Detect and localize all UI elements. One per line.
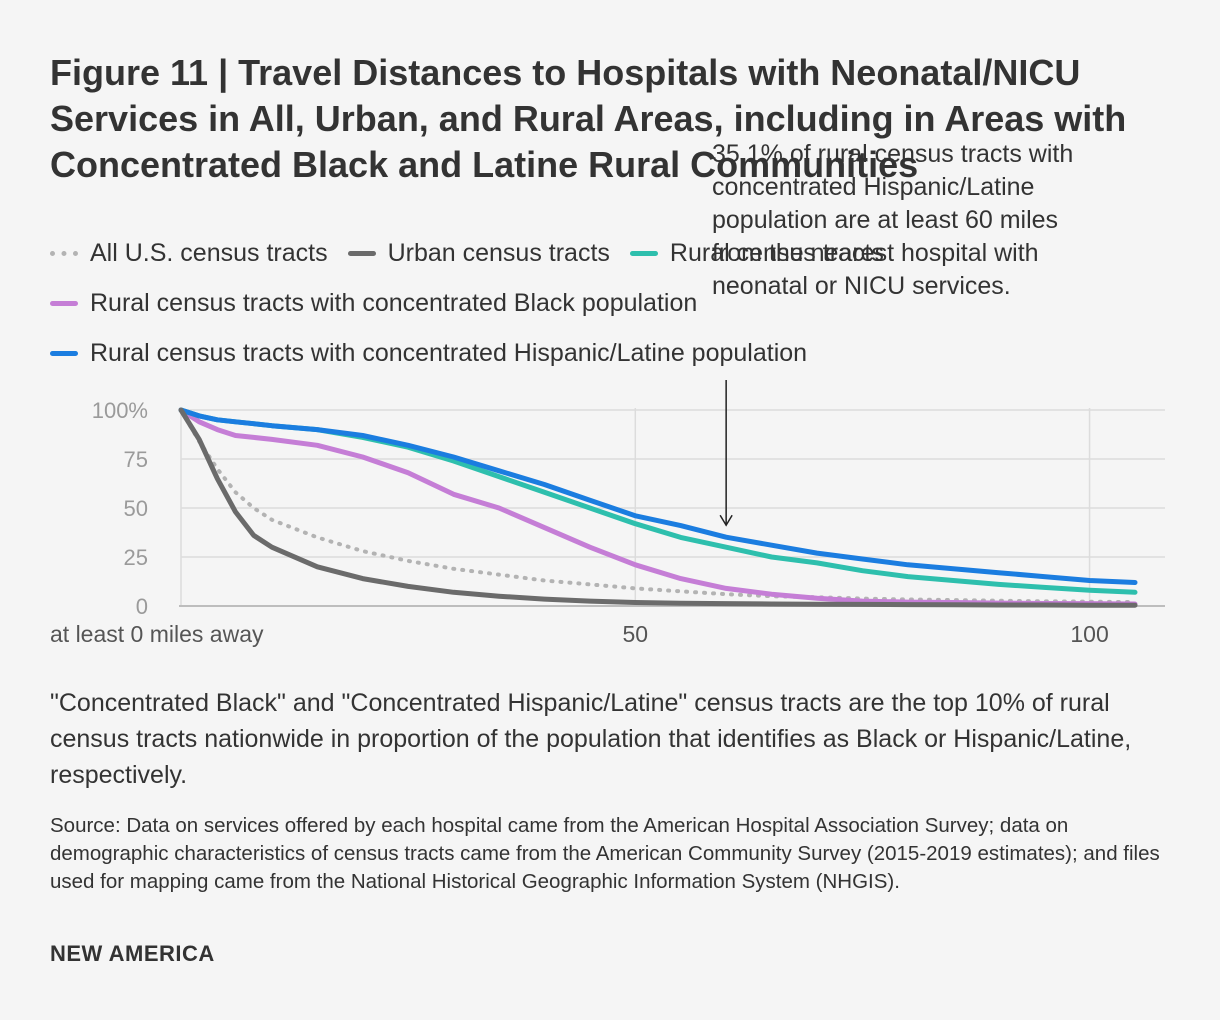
x-tick-label-50: 50 (622, 621, 648, 647)
chart-note: "Concentrated Black" and "Concentrated H… (50, 689, 1132, 789)
series-line-4 (178, 407, 1138, 585)
annotation-arrow-head (719, 514, 733, 527)
y-tick-label-0: 0 (136, 594, 148, 619)
legend-row-2: Rural census tracts with concentrated Bl… (50, 278, 1170, 328)
legend-swatch-rural-hispanic (50, 350, 78, 356)
chart-area: 0 25 50 75 100% at least 0 miles away 50 100 (0, 325, 1220, 665)
legend-label-all-tracts: All U.S. census tracts (90, 238, 328, 267)
x-tick-label-0: at least 0 miles away (50, 621, 264, 647)
y-tick-label-50: 50 (124, 496, 148, 521)
legend: All U.S. census tracts Urban census trac… (50, 228, 1170, 378)
legend-swatch-all-tracts (50, 250, 78, 256)
legend-swatch-rural-black (50, 300, 78, 306)
source-note: Source: Data on services offered by each… (50, 814, 1160, 893)
y-tick-label-75: 75 (124, 447, 148, 472)
series-line-1 (178, 407, 1138, 608)
series-line-3 (178, 407, 1138, 607)
chart-annotation: 35.1% of rural census tracts with concen… (712, 140, 1074, 300)
chart-title: Figure 11 | Travel Distances to Hospital… (50, 52, 1127, 185)
legend-row-3: Rural census tracts with concentrated Hi… (50, 328, 1170, 378)
legend-swatch-rural-tracts (629, 250, 658, 256)
legend-item-all-tracts: All U.S. census tracts (50, 239, 328, 268)
legend-swatch-urban-tracts (347, 250, 376, 256)
legend-item-rural-hispanic: Rural census tracts with concentrated Hi… (50, 339, 807, 368)
y-tick-label-25: 25 (124, 545, 148, 570)
legend-label-urban-tracts: Urban census tracts (387, 238, 610, 267)
legend-label-rural-black: Rural census tracts with concentrated Bl… (90, 288, 698, 317)
legend-row-1: All U.S. census tracts Urban census trac… (50, 228, 1170, 278)
legend-label-rural-hispanic: Rural census tracts with concentrated Hi… (90, 338, 808, 367)
legend-item-urban-tracts: Urban census tracts (347, 238, 610, 268)
legend-label-rural-tracts: Rural census tracts (669, 238, 884, 267)
legend-item-rural-tracts: Rural census tracts (629, 238, 884, 268)
x-tick-label-100: 100 (1070, 621, 1108, 647)
series-line-2 (178, 407, 1138, 595)
y-tick-label-100: 100% (92, 398, 148, 423)
legend-item-rural-black: Rural census tracts with concentrated Bl… (50, 289, 697, 318)
series-line-0 (179, 408, 1137, 605)
brand-logo-text: NEW AMERICA (50, 941, 215, 966)
line-chart: 0 25 50 75 100% at least 0 miles away 50 100 (50, 325, 1165, 647)
